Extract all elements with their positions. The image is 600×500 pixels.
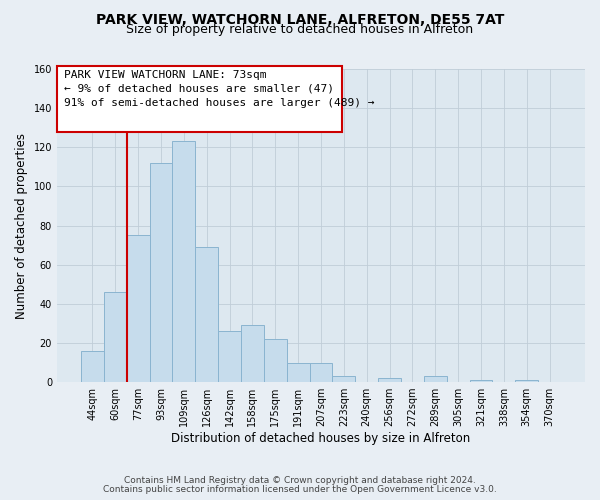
Bar [310,362,332,382]
Bar [241,326,264,382]
Bar [264,339,287,382]
Bar [149,163,172,382]
Bar [172,142,195,382]
Bar [81,351,104,382]
Y-axis label: Number of detached properties: Number of detached properties [15,132,28,318]
Text: Size of property relative to detached houses in Alfreton: Size of property relative to detached ho… [127,23,473,36]
Text: Contains public sector information licensed under the Open Government Licence v3: Contains public sector information licen… [103,485,497,494]
Bar [287,362,310,382]
Bar [378,378,401,382]
Text: Contains HM Land Registry data © Crown copyright and database right 2024.: Contains HM Land Registry data © Crown c… [124,476,476,485]
Bar [104,292,127,382]
Bar [332,376,355,382]
Text: PARK VIEW WATCHORN LANE: 73sqm
← 9% of detached houses are smaller (47)
91% of s: PARK VIEW WATCHORN LANE: 73sqm ← 9% of d… [64,70,374,108]
Bar [424,376,446,382]
Text: PARK VIEW, WATCHORN LANE, ALFRETON, DE55 7AT: PARK VIEW, WATCHORN LANE, ALFRETON, DE55… [96,12,504,26]
Bar [515,380,538,382]
Bar [195,247,218,382]
Bar [470,380,493,382]
Bar [127,236,149,382]
X-axis label: Distribution of detached houses by size in Alfreton: Distribution of detached houses by size … [172,432,470,445]
Bar [218,331,241,382]
